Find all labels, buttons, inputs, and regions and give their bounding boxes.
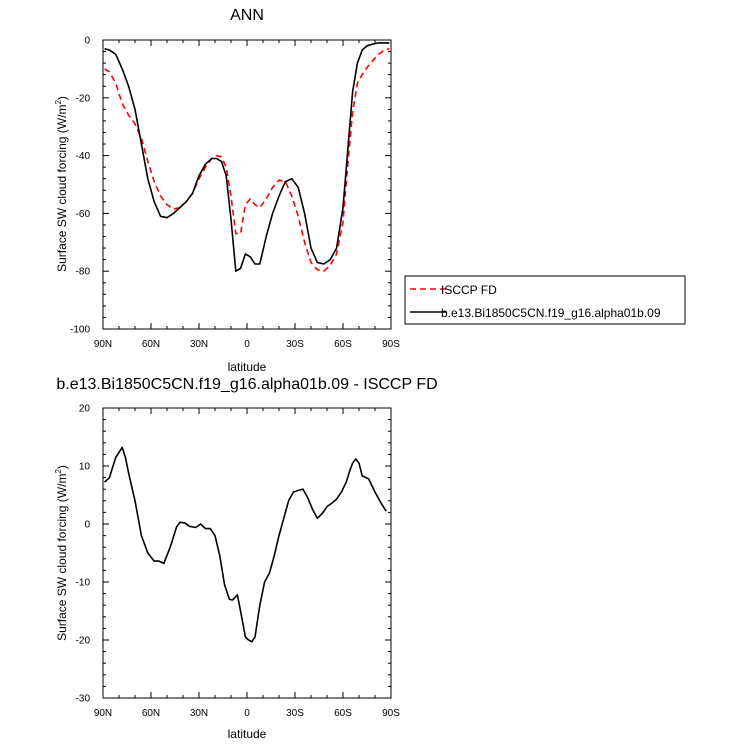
bottom-y-tick-label: 20 [79,404,91,415]
top-y-tick-label: -60 [76,209,91,220]
bottom-y-tick-label: -20 [76,636,91,647]
bottom-y-axis-label-superscript: 2 [54,469,63,474]
bottom-y-tick-label: 10 [79,462,91,473]
bottom-x-tick-label: 30S [286,708,304,719]
bottom-x-tick-label: 90S [382,708,400,719]
bottom-chart-title: b.e13.Bi1850C5CN.f19_g16.alpha01b.09 - I… [56,376,437,393]
top-x-tick-label: 90N [94,339,112,350]
bottom-x-axis-label: latitude [228,727,267,741]
top-plot-frame [102,39,392,330]
top-y-tick-label: -20 [76,93,91,104]
top-x-tick-label: 30S [286,339,304,350]
bottom-x-tick-label: 30N [190,708,208,719]
bottom-y-tick-label: 0 [84,520,90,531]
top-y-axis-label: Surface SW cloud forcing (W/m2) [54,96,69,272]
bottom-x-tick-label: 60N [142,708,160,719]
legend-label-model: b.e13.Bi1850C5CN.f19_g16.alpha01b.09 [441,306,661,320]
top-x-tick-label: 60S [334,339,352,350]
top-x-tick-label: 30N [190,339,208,350]
bottom-y-axis-label-text: Surface SW cloud forcing (W/m [55,474,69,641]
bottom-plot-series [104,446,387,643]
top-y-tick-label: 0 [84,36,90,47]
top-plot-series [104,42,390,273]
bottom-y-tick-label: -30 [76,694,91,705]
top-panel: ANN 90N 60N 30N 0 30S 60S 90S 0 -20 -40 -60 -80 -100… [54,7,686,374]
top-y-tick-label: -100 [70,325,90,336]
top-y-axis-label-text: Surface SW cloud forcing (W/m [55,105,69,272]
top-x-axis-label: latitude [228,360,267,374]
bottom-series-line-0 [104,446,387,643]
bottom-plot-ticks: 90N 60N 30N 0 30S 60S 90S 20 10 0 -10 -20 -30 [76,404,401,720]
top-y-axis-label-superscript: 2 [54,100,63,105]
bottom-y-axis-label-close: ) [55,465,69,469]
legend-label-isccp: ISCCP FD [441,283,497,297]
bottom-plot-frame [102,407,392,699]
top-chart-title: ANN [230,7,264,24]
top-y-tick-label: -40 [76,151,91,162]
top-series-line-0 [104,47,390,273]
top-y-axis-label-close: ) [55,96,69,100]
bottom-x-tick-label: 60S [334,708,352,719]
top-x-tick-label: 90S [382,339,400,350]
bottom-y-tick-label: -10 [76,578,91,589]
bottom-y-axis-label: Surface SW cloud forcing (W/m2) [54,465,69,641]
top-x-tick-label: 0 [244,339,250,350]
legend-box [404,275,686,325]
top-series-line-1 [104,42,390,273]
top-y-tick-label: -80 [76,267,91,278]
top-legend: ISCCP FD b.e13.Bi1850C5CN.f19_g16.alpha0… [404,275,686,325]
top-plot-ticks: 90N 60N 30N 0 30S 60S 90S 0 -20 -40 -60 -80 -100 [70,36,400,351]
bottom-x-tick-label: 90N [94,708,112,719]
bottom-x-tick-label: 0 [244,708,250,719]
top-x-tick-label: 60N [142,339,160,350]
bottom-panel: b.e13.Bi1850C5CN.f19_g16.alpha01b.09 - I… [54,376,438,741]
